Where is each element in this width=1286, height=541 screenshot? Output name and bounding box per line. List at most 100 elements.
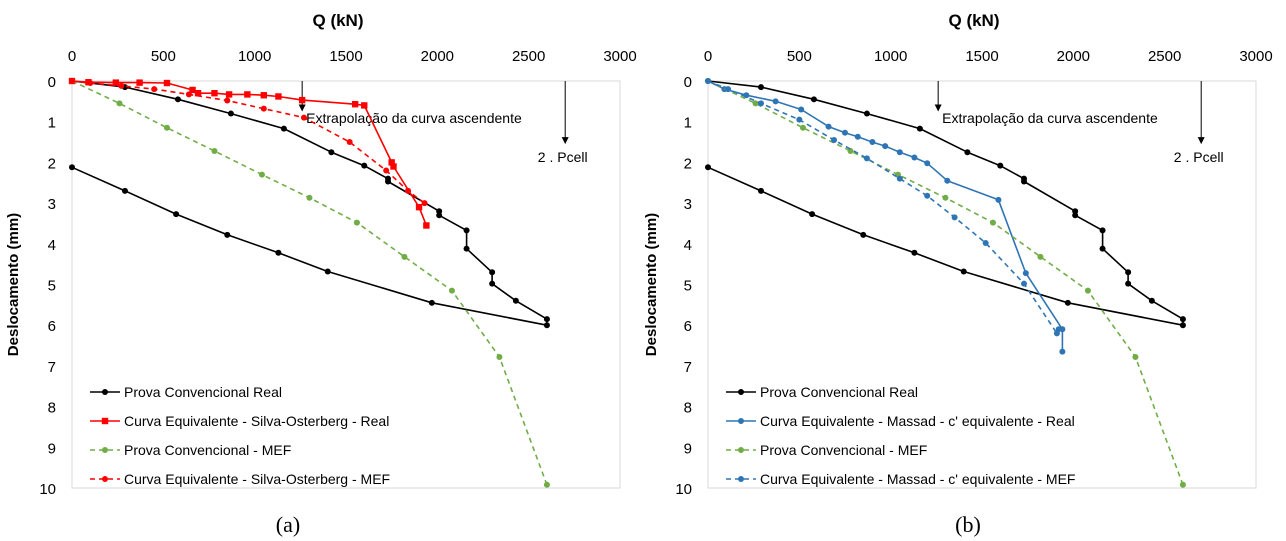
data-point bbox=[496, 353, 503, 360]
data-point bbox=[798, 106, 805, 113]
data-point bbox=[463, 227, 470, 234]
data-point bbox=[543, 481, 550, 488]
legend: Prova Convencional Real Curva Equivalente… bbox=[90, 384, 390, 487]
data-point bbox=[136, 79, 143, 86]
data-point bbox=[543, 316, 550, 323]
data-point bbox=[942, 194, 949, 201]
y-tick-label: 8 bbox=[48, 400, 56, 417]
data-point bbox=[275, 249, 282, 256]
data-point bbox=[328, 149, 335, 156]
data-point bbox=[69, 78, 75, 84]
data-point bbox=[1125, 280, 1132, 287]
data-point bbox=[211, 90, 218, 97]
data-point bbox=[390, 163, 397, 170]
x-tick-label: 500 bbox=[787, 48, 812, 65]
data-point bbox=[227, 110, 234, 117]
panel-caption: (a) bbox=[276, 512, 300, 537]
data-point bbox=[1022, 270, 1029, 277]
data-point bbox=[705, 164, 711, 171]
data-point bbox=[924, 160, 931, 167]
y-axis-title: Deslocamento (mm) bbox=[5, 213, 22, 356]
data-point bbox=[543, 322, 550, 329]
chart-panel-a: 0 500 1000 1500 2000 2500 3000 0 1 2 3 4 5 6 7 8 9 10 Q (k… bbox=[5, 11, 637, 537]
legend-swatch-marker bbox=[738, 389, 744, 395]
series-line bbox=[71, 80, 425, 204]
data-point bbox=[121, 187, 128, 194]
data-point bbox=[87, 80, 94, 87]
annotation-text: Extrapolação da curva ascendente bbox=[306, 110, 522, 126]
data-point bbox=[1179, 316, 1186, 323]
legend-swatch-marker bbox=[738, 418, 744, 424]
y-tick-label: 4 bbox=[684, 237, 692, 254]
data-point bbox=[1099, 227, 1106, 234]
data-point bbox=[351, 100, 359, 108]
data-point bbox=[809, 211, 816, 218]
data-point bbox=[757, 84, 764, 91]
data-point bbox=[405, 187, 412, 194]
annotation-text: 2 . Pcell bbox=[538, 149, 588, 165]
data-point bbox=[415, 203, 423, 211]
data-point bbox=[842, 129, 848, 136]
legend-swatch-marker bbox=[102, 389, 108, 395]
annotation-text: 2 . Pcell bbox=[1174, 149, 1224, 165]
data-point bbox=[173, 211, 180, 218]
data-point bbox=[489, 269, 496, 276]
y-tick-label: 6 bbox=[684, 318, 692, 335]
y-tick-label: 0 bbox=[48, 74, 56, 91]
data-point bbox=[244, 91, 251, 98]
legend-label: Curva Equivalente - Massad - c' equivale… bbox=[760, 471, 1075, 487]
x-tick-label: 3000 bbox=[1239, 48, 1272, 65]
y-tick-label: 3 bbox=[48, 196, 56, 213]
y-tick-label: 10 bbox=[675, 481, 692, 498]
legend-swatch-marker bbox=[102, 447, 108, 453]
x-tick-label: 2500 bbox=[512, 48, 545, 65]
data-point bbox=[1064, 299, 1071, 306]
data-point bbox=[383, 167, 390, 174]
legend-label: Curva Equivalente - Silva-Osterberg - ME… bbox=[124, 471, 390, 487]
annotation-text: Extrapolação da curva ascendente bbox=[942, 110, 1158, 126]
data-point bbox=[116, 100, 123, 107]
data-point bbox=[896, 175, 903, 182]
data-point bbox=[194, 90, 202, 97]
data-point bbox=[752, 100, 759, 107]
data-point bbox=[847, 148, 854, 155]
data-point bbox=[960, 268, 967, 275]
data-point bbox=[1072, 212, 1079, 219]
data-point bbox=[151, 86, 158, 93]
data-point bbox=[163, 124, 170, 131]
data-point bbox=[863, 155, 870, 162]
data-point bbox=[324, 268, 331, 275]
data-point bbox=[854, 133, 861, 140]
data-point bbox=[997, 162, 1004, 169]
data-point bbox=[1021, 178, 1028, 185]
legend-swatch-marker bbox=[738, 476, 744, 482]
annotation-arrowhead bbox=[934, 104, 942, 112]
data-point bbox=[882, 143, 889, 150]
data-point bbox=[1055, 326, 1062, 333]
legend-label: Prova Convencional - MEF bbox=[124, 442, 291, 458]
x-tick-label: 2000 bbox=[421, 48, 454, 65]
data-point bbox=[964, 149, 971, 156]
data-point bbox=[1179, 322, 1186, 329]
legend-label: Curva Equivalente - Massad - c' equivale… bbox=[760, 413, 1075, 429]
data-point bbox=[361, 162, 368, 169]
data-point bbox=[163, 79, 171, 87]
data-point bbox=[300, 114, 307, 121]
legend-label: Prova Convencional - MEF bbox=[760, 442, 927, 458]
legend-label: Prova Convencional Real bbox=[760, 384, 918, 400]
data-point bbox=[69, 164, 75, 171]
x-axis-title: Q (kN) bbox=[313, 11, 364, 30]
data-point bbox=[463, 245, 470, 252]
data-point bbox=[258, 171, 265, 178]
y-tick-label: 9 bbox=[48, 440, 56, 457]
data-point bbox=[831, 137, 838, 144]
data-point bbox=[224, 97, 231, 104]
data-point bbox=[174, 96, 181, 103]
data-point bbox=[757, 100, 764, 107]
plot-area bbox=[707, 80, 1257, 489]
data-point bbox=[388, 159, 395, 166]
x-axis-title: Q (kN) bbox=[949, 11, 1000, 30]
data-point bbox=[211, 148, 218, 155]
y-tick-label: 8 bbox=[684, 400, 692, 417]
y-tick-label: 9 bbox=[684, 440, 692, 457]
